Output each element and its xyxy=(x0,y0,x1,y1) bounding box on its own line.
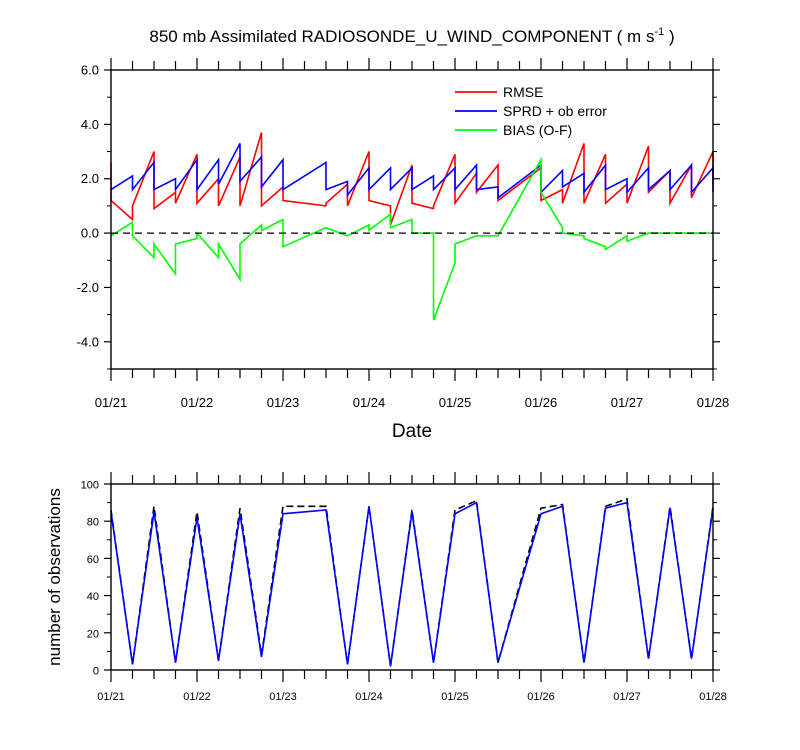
y-tick-label: 0 xyxy=(93,666,99,678)
x-tick-label: 01/24 xyxy=(355,691,383,703)
series-line-possible xyxy=(110,497,714,667)
x-tick-label: 01/27 xyxy=(613,691,641,703)
y-tick-label: 2.0 xyxy=(81,171,99,186)
series-line-sprd-ob-error xyxy=(110,143,714,200)
x-tick-label: 01/24 xyxy=(353,395,386,410)
x-tick-label: 01/28 xyxy=(699,691,727,703)
x-tick-label: 01/26 xyxy=(525,395,558,410)
y-tick-label: 0.0 xyxy=(81,226,99,241)
y-tick-label: 100 xyxy=(81,480,99,492)
y-axis-title: number of observations xyxy=(45,488,64,666)
y-tick-label: 4.0 xyxy=(81,117,99,132)
legend-label: RMSE xyxy=(503,84,543,100)
x-tick-label: 01/21 xyxy=(97,691,125,703)
legend-label: BIAS (O-F) xyxy=(503,122,572,138)
x-tick-label: 01/21 xyxy=(95,395,128,410)
y-tick-label: 6.0 xyxy=(81,63,99,78)
x-tick-label: 01/25 xyxy=(441,691,469,703)
y-tick-label: 20 xyxy=(87,628,99,640)
x-axis-title: Date xyxy=(392,421,432,442)
y-tick-label: -4.0 xyxy=(77,334,99,349)
y-tick-label: -2.0 xyxy=(77,280,99,295)
x-tick-label: 01/23 xyxy=(267,395,300,410)
x-tick-label: 01/28 xyxy=(697,395,730,410)
x-tick-label: 01/23 xyxy=(269,691,297,703)
x-tick-label: 01/27 xyxy=(611,395,644,410)
chart-title: 850 mb Assimilated RADIOSONDE_U_WIND_COM… xyxy=(149,26,674,46)
bottom-chart-panel: 0 20 40 60 80 100 01/21 01/22 01/23 01/24 01/25 01/… xyxy=(45,472,727,703)
x-tick-label: 01/22 xyxy=(183,691,211,703)
x-tick-label: 01/22 xyxy=(181,395,214,410)
y-tick-label: 40 xyxy=(87,591,99,603)
legend-label: SPRD + ob error xyxy=(503,103,607,119)
series-line-used xyxy=(110,501,714,667)
x-tick-label: 01/25 xyxy=(439,395,472,410)
y-tick-label: 60 xyxy=(87,554,99,566)
x-tick-label: 01/26 xyxy=(527,691,555,703)
series-line-bias-o-f- xyxy=(110,156,713,321)
y-tick-label: 80 xyxy=(87,517,99,529)
top-chart-panel: -4.0 -2.0 0.0 2.0 4.0 6.0 01/21 01/22 01/23 01/24… xyxy=(77,26,730,442)
